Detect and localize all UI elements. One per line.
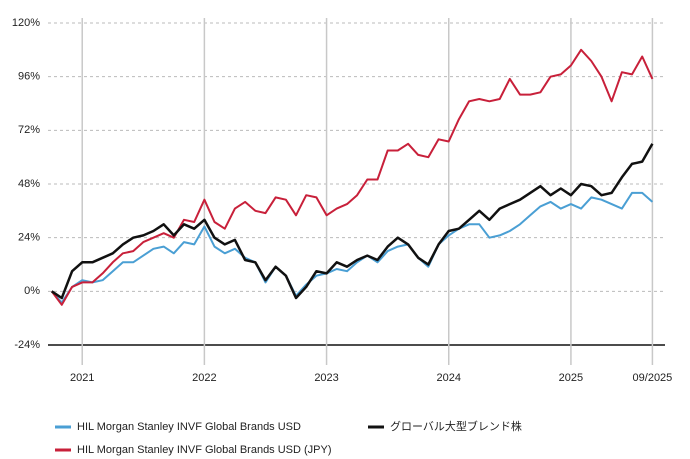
x-tick-label: 2021 xyxy=(70,372,94,384)
y-tick-label: 24% xyxy=(18,232,40,244)
legend-label: HIL Morgan Stanley INVF Global Brands US… xyxy=(77,444,332,456)
y-tick-label: 72% xyxy=(18,124,40,136)
series-line xyxy=(50,191,654,304)
y-tick-label: 120% xyxy=(12,17,40,29)
series-line xyxy=(51,143,654,300)
y-tick-label: 96% xyxy=(18,71,40,83)
y-tick-label: 0% xyxy=(24,285,40,297)
x-tick-label: 2025 xyxy=(559,372,583,384)
legend-label: グローバル大型ブレンド株 xyxy=(390,419,522,433)
x-tick-label: 2022 xyxy=(192,372,216,384)
x-tick-label: 09/2025 xyxy=(633,372,673,384)
y-tick-label: -24% xyxy=(14,339,40,351)
y-tick-label: 48% xyxy=(18,178,40,190)
x-tick-label: 2024 xyxy=(437,372,461,384)
legend-label: HIL Morgan Stanley INVF Global Brands US… xyxy=(77,421,301,433)
x-tick-label: 2023 xyxy=(314,372,338,384)
series-line xyxy=(50,48,654,306)
